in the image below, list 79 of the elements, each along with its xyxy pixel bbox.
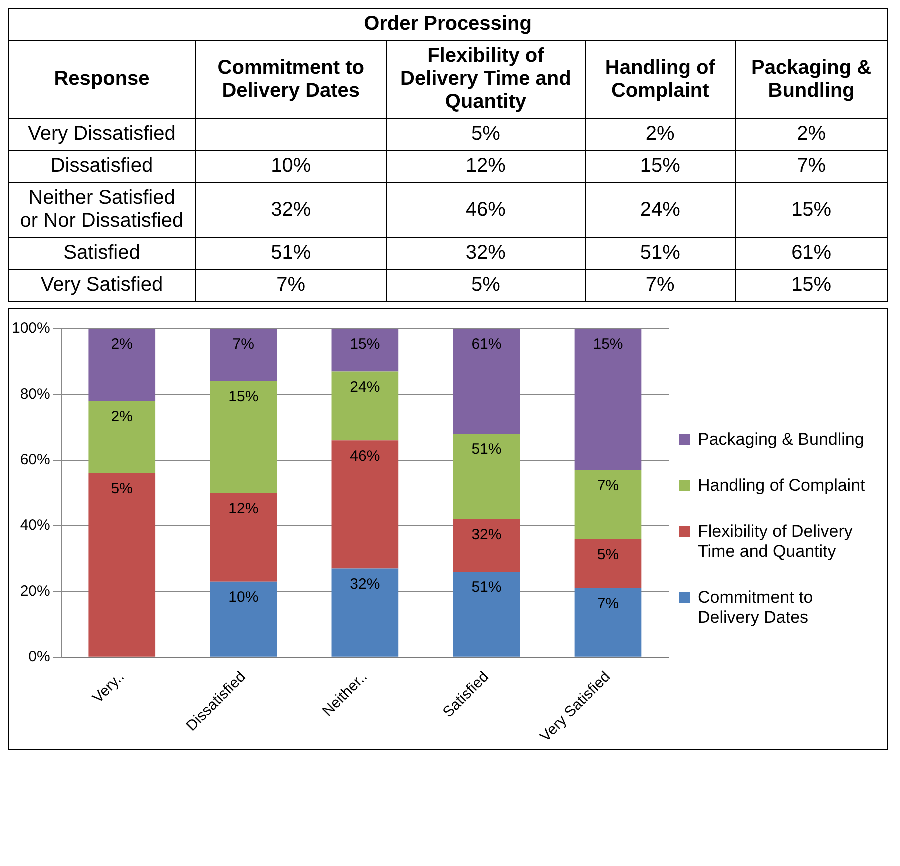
bar xyxy=(332,440,399,569)
bar xyxy=(88,329,156,402)
y-tick-label: 20% xyxy=(20,582,50,600)
annotation: 7% xyxy=(597,477,620,494)
annotation: 46% xyxy=(350,448,380,465)
text: 7% xyxy=(276,274,306,296)
bar xyxy=(453,434,520,520)
legend-label: Flexibility of Delivery Time and Quantity xyxy=(698,522,854,562)
text: 15% xyxy=(640,155,680,177)
annotation: 5% xyxy=(111,480,133,498)
text: 32% xyxy=(271,198,312,220)
bar xyxy=(574,588,642,657)
legend-label: Packaging & Bundling xyxy=(698,430,864,450)
annotation: 24% xyxy=(350,378,380,396)
text: Order Processing xyxy=(8,8,888,40)
text: 10% xyxy=(271,155,312,177)
text: 7% xyxy=(797,155,826,177)
bar xyxy=(574,470,642,540)
text: Response xyxy=(8,40,196,118)
legend-label: Commitment to Delivery Dates xyxy=(698,588,814,628)
y-tick-label: 40% xyxy=(20,517,50,534)
category-label: Satisfied xyxy=(64,242,140,264)
text: 12% xyxy=(466,155,506,177)
bar xyxy=(453,572,520,657)
text: 46% xyxy=(466,198,506,220)
category-label: Commitment to Delivery Dates xyxy=(196,40,387,118)
text: 2% xyxy=(646,123,675,145)
annotation: 5% xyxy=(597,546,620,564)
annotation: 61% xyxy=(472,336,502,354)
annotation: 51% xyxy=(472,441,502,458)
category-label: Very Dissatisfied xyxy=(28,123,176,145)
legend-label: Handling of Complaint xyxy=(698,476,866,496)
category-label: Dissatisfied xyxy=(50,155,154,177)
bar xyxy=(210,493,278,582)
text: 32% xyxy=(466,242,506,264)
annotation: 15% xyxy=(228,388,259,406)
bar xyxy=(453,329,520,434)
bar xyxy=(574,539,642,588)
annotation: 7% xyxy=(597,596,620,613)
y-tick-label: 0% xyxy=(28,648,50,666)
bar xyxy=(332,372,399,441)
y-tick-label: 80% xyxy=(20,386,50,403)
annotation: 7% xyxy=(232,336,254,354)
category-label: Handling of Complaint xyxy=(585,40,736,118)
annotation: 51% xyxy=(472,579,502,596)
annotation: 2% xyxy=(111,336,133,354)
text: 2% xyxy=(797,123,826,145)
bar xyxy=(453,519,520,572)
x-tick-label: Very.. xyxy=(90,668,128,707)
y-tick-label: 100% xyxy=(12,320,50,338)
text: 5% xyxy=(471,123,500,145)
category-label: Flexibility of Delivery Time and Quantity xyxy=(386,40,586,118)
annotation: 15% xyxy=(593,336,624,354)
bar xyxy=(88,474,156,657)
category-label: Neither Satisfied or Nor Dissatisfied xyxy=(20,187,184,232)
bar xyxy=(210,382,278,494)
text: 61% xyxy=(792,242,832,264)
bar xyxy=(210,582,278,657)
text: 15% xyxy=(792,198,832,220)
annotation: 12% xyxy=(228,500,259,518)
bar xyxy=(332,568,399,657)
bar xyxy=(332,329,399,372)
annotation: 10% xyxy=(228,589,259,606)
annotation: 2% xyxy=(111,408,133,426)
annotation: 32% xyxy=(472,526,502,544)
text: 24% xyxy=(640,198,680,220)
text: 15% xyxy=(792,274,832,296)
annotation: 32% xyxy=(350,576,380,593)
text: 7% xyxy=(646,274,675,296)
category-label: Very Satisfied xyxy=(40,274,164,296)
annotation: 15% xyxy=(350,336,380,354)
bar xyxy=(210,329,278,382)
text: 51% xyxy=(271,242,312,264)
text: 51% xyxy=(640,242,680,264)
category-label: Packaging & Bundling xyxy=(736,40,888,118)
bar xyxy=(88,401,156,474)
y-tick-label: 60% xyxy=(20,452,50,469)
bar xyxy=(574,329,642,470)
text: 5% xyxy=(471,274,500,296)
